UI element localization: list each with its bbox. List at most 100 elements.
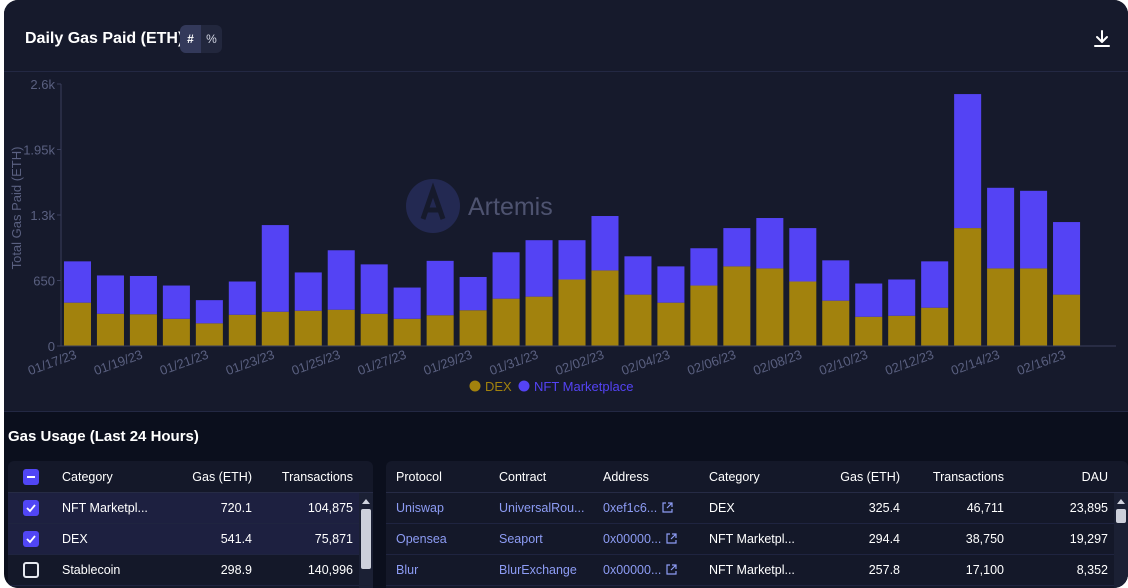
x-tick-label: 02/16/23 <box>1015 347 1068 378</box>
watermark-text: Artemis <box>468 193 553 221</box>
bar-nft-marketplace <box>987 187 1015 269</box>
bar-nft-marketplace <box>558 240 586 280</box>
y-axis: 0 650 1.3k 1.95k 2.6k <box>23 77 62 354</box>
legend-swatch <box>469 380 481 392</box>
table-row[interactable]: DEX 541.4 75,871 <box>8 524 373 555</box>
bar-dex <box>558 279 586 346</box>
bar-dex <box>921 307 949 346</box>
scroll-thumb[interactable] <box>361 509 371 569</box>
x-tick-label: 01/21/23 <box>158 347 211 378</box>
y-axis-title: Total Gas Paid (ETH) <box>9 147 24 270</box>
legend-swatch <box>518 380 530 392</box>
x-tick-label: 01/23/23 <box>224 347 277 378</box>
table-row[interactable]: NFT Marketpl... 720.1 104,875 <box>8 493 373 524</box>
external-link-icon <box>666 533 677 544</box>
bar-nft-marketplace <box>228 281 256 315</box>
table-row[interactable]: Opensea Seaport 0x00000... NFT Marketpl.… <box>386 524 1128 555</box>
address-link[interactable]: 0x00000... <box>603 563 677 577</box>
download-icon[interactable] <box>1094 30 1110 48</box>
scroll-thumb[interactable] <box>1116 509 1126 523</box>
artemis-watermark: Artemis <box>406 179 553 233</box>
contract-link[interactable]: UniversalRou... <box>499 501 585 515</box>
bar-dex <box>855 316 883 346</box>
x-tick-label: 02/08/23 <box>751 347 804 378</box>
bar-nft-marketplace <box>789 228 817 282</box>
column-header-category[interactable]: Category <box>709 470 760 484</box>
bar-nft-marketplace <box>261 225 289 312</box>
category-cell: DEX <box>709 501 735 515</box>
scroll-up-arrow-icon[interactable] <box>362 499 370 504</box>
category-table-scrollbar[interactable] <box>359 493 373 588</box>
bar-dex <box>624 294 652 346</box>
gas-cell: 720.1 <box>220 501 252 515</box>
table-row[interactable]: Blur BlurExchange 0x00000... NFT Marketp… <box>386 555 1128 586</box>
select-all-checkbox[interactable] <box>23 469 39 485</box>
column-header-category[interactable]: Category <box>62 470 113 484</box>
bar-nft-marketplace <box>327 250 355 310</box>
bar-nft-marketplace <box>921 261 949 308</box>
x-tick-label: 01/27/23 <box>356 347 409 378</box>
column-header-transactions[interactable]: Transactions <box>281 470 353 484</box>
x-axis: 01/17/23 01/19/23 01/21/23 01/23/23 01/25/23… <box>26 345 1116 378</box>
address-link[interactable]: 0x00000... <box>603 532 677 546</box>
category-cell: DEX <box>62 532 88 546</box>
protocol-link[interactable]: Uniswap <box>396 501 444 515</box>
bar-nft-marketplace <box>855 283 883 317</box>
column-header-gas[interactable]: Gas (ETH) <box>840 470 900 484</box>
bar-nft-marketplace <box>822 260 850 301</box>
table-row[interactable]: Stablecoin 298.9 140,996 <box>8 555 373 586</box>
legend-label: DEX <box>485 379 512 394</box>
bar-nft-marketplace <box>393 287 421 319</box>
row-checkbox[interactable] <box>23 500 39 516</box>
bar-dex <box>459 310 487 346</box>
bar-dex <box>96 313 124 346</box>
column-header-dau[interactable]: DAU <box>1081 470 1108 484</box>
gas-usage-title: Gas Usage (Last 24 Hours) <box>8 428 199 445</box>
dau-cell: 8,352 <box>1076 563 1108 577</box>
scroll-up-arrow-icon[interactable] <box>1117 499 1125 504</box>
bar-dex <box>987 268 1015 346</box>
row-checkbox[interactable] <box>23 562 39 578</box>
x-tick-label: 02/06/23 <box>685 347 738 378</box>
column-header-gas[interactable]: Gas (ETH) <box>192 470 252 484</box>
protocol-link[interactable]: Blur <box>396 563 419 577</box>
protocol-link[interactable]: Opensea <box>396 532 447 546</box>
category-cell: Stablecoin <box>62 563 121 577</box>
y-tick-label: 650 <box>33 274 55 289</box>
bar-dex <box>261 311 289 346</box>
x-tick-label: 01/25/23 <box>290 347 343 378</box>
dau-cell: 23,895 <box>1069 501 1108 515</box>
bar-nft-marketplace <box>459 276 487 311</box>
gas-cell: 298.9 <box>220 563 252 577</box>
bar-series <box>63 94 1081 346</box>
bar-nft-marketplace <box>756 218 784 269</box>
column-header-contract[interactable]: Contract <box>499 470 547 484</box>
bar-dex <box>657 302 685 346</box>
contract-link[interactable]: Seaport <box>499 532 543 546</box>
bar-dex <box>591 270 619 346</box>
row-checkbox[interactable] <box>23 531 39 547</box>
bar-dex <box>822 300 850 346</box>
bar-dex <box>63 302 92 346</box>
table-row[interactable]: Uniswap UniversalRou... 0xef1c6... DEX 3… <box>386 493 1128 524</box>
toggle-count-button[interactable]: # <box>180 25 201 53</box>
address-text: 0x00000... <box>603 563 662 577</box>
bar-dex <box>327 309 355 346</box>
bar-nft-marketplace <box>129 275 157 315</box>
category-cell: NFT Marketpl... <box>62 501 148 515</box>
toggle-percent-button[interactable]: % <box>206 32 217 46</box>
address-link[interactable]: 0xef1c6... <box>603 501 673 515</box>
x-tick-label: 02/04/23 <box>619 347 672 378</box>
column-header-transactions[interactable]: Transactions <box>932 470 1004 484</box>
contract-link[interactable]: BlurExchange <box>499 563 577 577</box>
protocol-table-scrollbar[interactable] <box>1114 493 1128 588</box>
transactions-cell: 46,711 <box>966 501 1004 515</box>
gas-cell: 257.8 <box>868 563 900 577</box>
column-header-address[interactable]: Address <box>603 470 649 484</box>
protocol-table-header: Protocol Contract Address Category Gas (… <box>386 461 1128 493</box>
column-header-protocol[interactable]: Protocol <box>396 470 442 484</box>
chart-panel: Daily Gas Paid (ETH) # % Artemis 0 650 1.3… <box>4 0 1128 412</box>
bar-dex <box>393 318 421 346</box>
x-tick-label: 02/12/23 <box>883 347 936 378</box>
